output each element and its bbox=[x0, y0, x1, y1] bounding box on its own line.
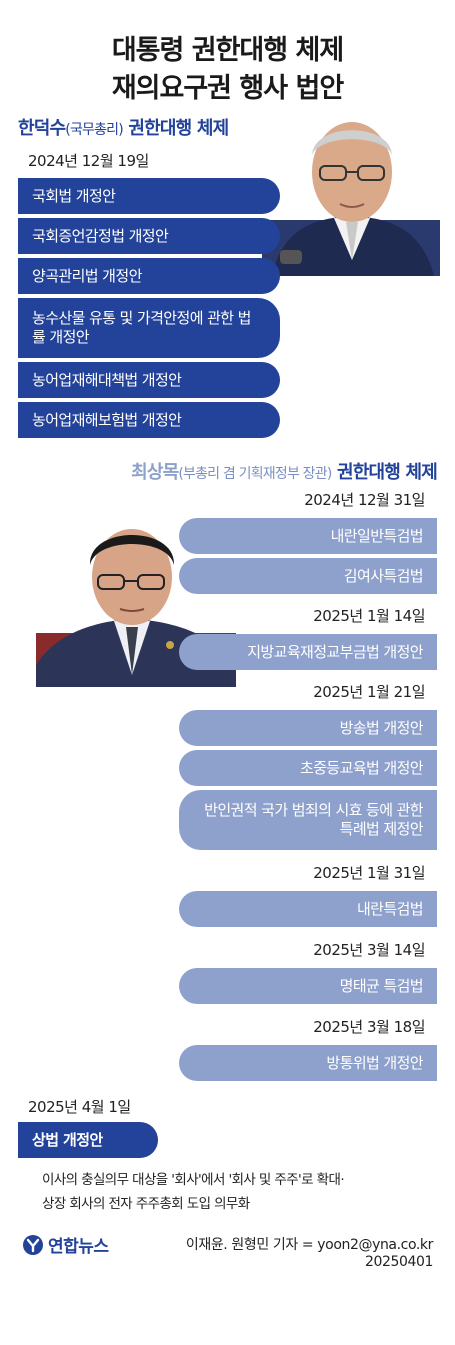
yonhap-logo: 연합뉴스 bbox=[22, 1232, 109, 1257]
bill-pill: 농수산물 유통 및 가격안정에 관한 법률 개정안 bbox=[18, 298, 280, 358]
bill-pill-text: 반인권적 국가 범죄의 시효 등에 관한 특례법 제정안 bbox=[204, 801, 423, 838]
title-line-2: 재의요구권 행사 법안 bbox=[111, 73, 344, 104]
bill-pill: 김여사특검법 bbox=[179, 558, 437, 594]
section1-role: (국무총리) bbox=[65, 122, 123, 138]
bill-pill: 방송법 개정안 bbox=[179, 710, 437, 746]
bill-pill: 반인권적 국가 범죄의 시효 등에 관한 특례법 제정안 bbox=[179, 790, 437, 850]
portrait-photo-1 bbox=[262, 110, 440, 276]
yonhap-logo-icon bbox=[23, 1234, 43, 1255]
section2-role: (부총리 겸 기획재정부 장관) bbox=[178, 466, 332, 482]
credit-line-1: 이재윤. 원형민 기자 = yoon2@yna.co.kr bbox=[185, 1237, 434, 1253]
bill-pill: 국회증언감정법 개정안 bbox=[18, 218, 280, 254]
section3-date: 2025년 4월 1일 bbox=[28, 1098, 131, 1116]
logo-text: 연합뉴스 bbox=[48, 1237, 109, 1257]
bill-pill: 내란일반특검법 bbox=[179, 518, 437, 554]
section2-date: 2025년 3월 18일 bbox=[313, 1018, 425, 1036]
bill-pill: 농어업재해대책법 개정안 bbox=[18, 362, 280, 398]
footnote-line-2: 상장 회사의 전자 주주총회 도입 의무화 bbox=[42, 1196, 250, 1212]
section1-suffix: 권한대행 체제 bbox=[128, 118, 229, 139]
bill-pill: 명태균 특검법 bbox=[179, 968, 437, 1004]
section2-date: 2025년 1월 21일 bbox=[313, 683, 425, 701]
section2-suffix: 권한대행 체제 bbox=[336, 462, 438, 483]
footnote-line-1: 이사의 충실의무 대상을 '회사'에서 '회사 및 주주'로 확대· bbox=[42, 1172, 345, 1188]
bill-pill: 농어업재해보험법 개정안 bbox=[18, 402, 280, 438]
section2-date: 2025년 3월 14일 bbox=[313, 941, 425, 959]
section2-date: 2025년 1월 31일 bbox=[313, 864, 425, 882]
section1-date: 2024년 12월 19일 bbox=[28, 152, 149, 170]
bill-pill: 내란특검법 bbox=[179, 891, 437, 927]
section1-name: 한덕수 bbox=[18, 118, 66, 139]
section1-header: 한덕수(국무총리) 권한대행 체제 bbox=[18, 114, 229, 140]
credit-line-2: 20250401 bbox=[364, 1254, 433, 1270]
bill-pill: 상법 개정안 bbox=[18, 1122, 158, 1158]
title-line-1: 대통령 권한대행 체제 bbox=[111, 35, 344, 66]
bill-pill: 방통위법 개정안 bbox=[179, 1045, 437, 1081]
bill-pill: 지방교육재정교부금법 개정안 bbox=[179, 634, 437, 670]
section2-name: 최상목 bbox=[131, 462, 179, 483]
bill-pill: 국회법 개정안 bbox=[18, 178, 280, 214]
section2-date: 2024년 12월 31일 bbox=[304, 491, 425, 509]
section2-date: 2025년 1월 14일 bbox=[313, 607, 425, 625]
section2-header: 최상목(부총리 겸 기획재정부 장관) 권한대행 체제 bbox=[131, 458, 438, 484]
bill-pill: 양곡관리법 개정안 bbox=[18, 258, 280, 294]
bill-pill-text: 농수산물 유통 및 가격안정에 관한 법률 개정안 bbox=[32, 309, 251, 346]
bill-pill: 초중등교육법 개정안 bbox=[179, 750, 437, 786]
